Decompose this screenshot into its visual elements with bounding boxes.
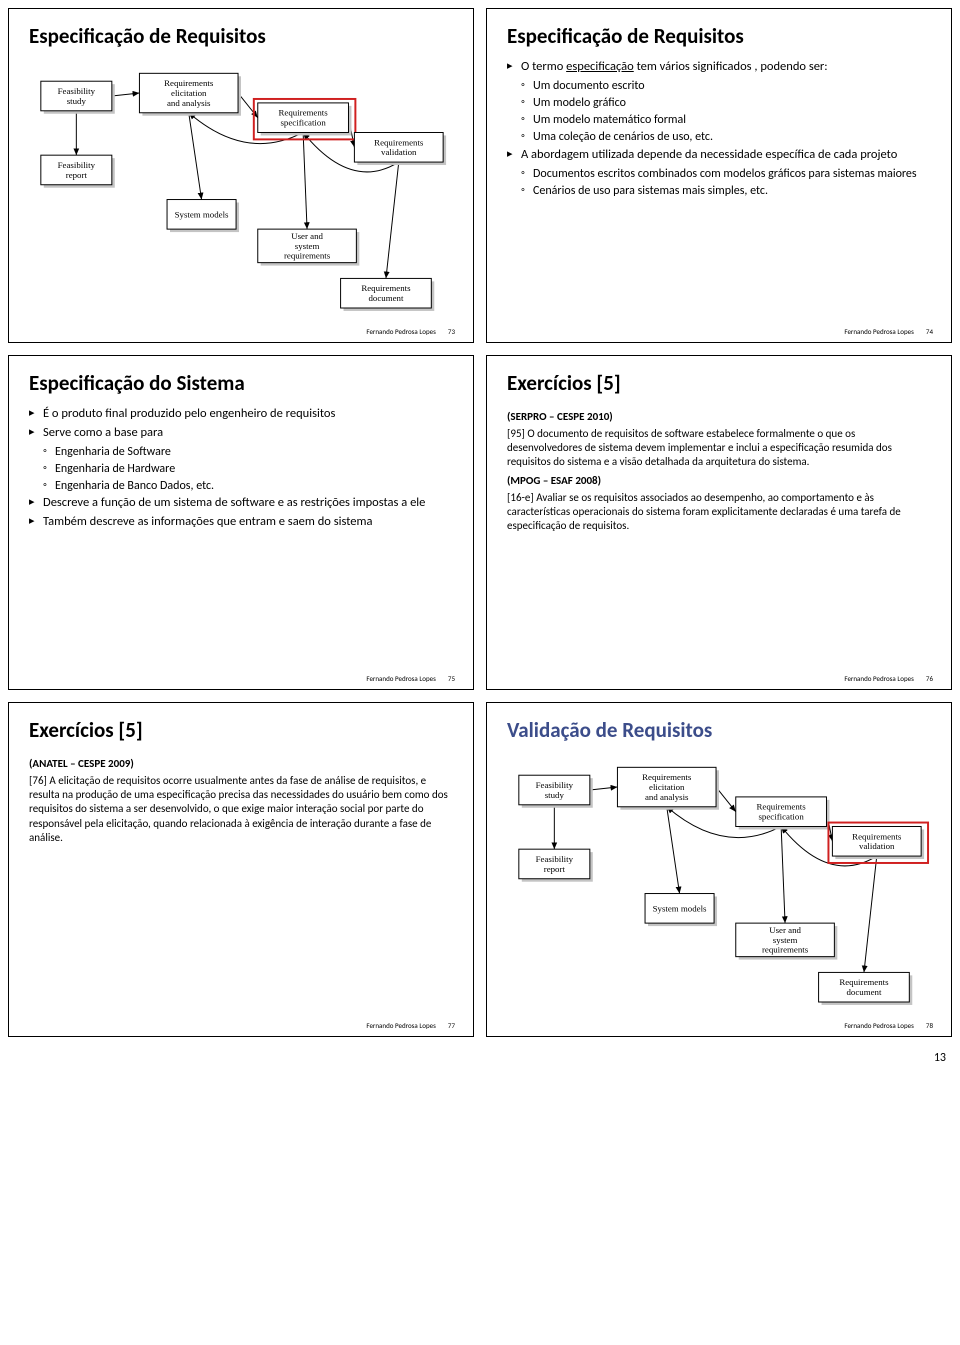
svg-text:Requirements: Requirements (852, 831, 902, 841)
svg-text:User and: User and (291, 231, 323, 241)
svg-text:study: study (67, 96, 87, 106)
exercise-source: (MPOG – ESAF 2008) (507, 474, 931, 489)
svg-text:Requirements: Requirements (839, 977, 889, 987)
slide-title: Especificação de Requisitos (29, 23, 453, 49)
slide-73: Especificação de Requisitos Feasibilitys… (8, 8, 474, 343)
svg-text:Requirements: Requirements (279, 108, 329, 118)
flowchart-svg: FeasibilitystudyRequirementselicitationa… (507, 753, 931, 1034)
svg-text:System models: System models (175, 209, 229, 219)
bullet-level-2: Uma coleção de cenários de uso, etc. (507, 129, 931, 145)
slide-footer: Fernando Pedrosa Lopes73 (366, 327, 455, 336)
slide-footer: Fernando Pedrosa Lopes74 (844, 327, 933, 336)
svg-text:System models: System models (653, 903, 707, 913)
slide-76: Exercícios [5] (SERPRO – CESPE 2010) [95]… (486, 355, 952, 690)
bullet-level-1: Serve como a base para (29, 425, 453, 442)
svg-text:system: system (773, 935, 798, 945)
slide-title: Validação de Requisitos (507, 717, 931, 743)
svg-text:requirements: requirements (762, 945, 809, 955)
svg-text:elicitation: elicitation (171, 88, 207, 98)
slide-title: Exercícios [5] (507, 370, 931, 396)
svg-text:document: document (846, 987, 881, 997)
svg-text:elicitation: elicitation (649, 782, 685, 792)
flowchart-panel: FeasibilitystudyRequirementselicitationa… (29, 59, 453, 340)
svg-text:document: document (368, 293, 403, 303)
slide-grid: Especificação de Requisitos Feasibilitys… (8, 8, 952, 1037)
exercise-question: [95] O documento de requisitos de softwa… (507, 427, 931, 470)
svg-text:User and: User and (769, 925, 801, 935)
bullet-level-1: Descreve a função de um sistema de softw… (29, 495, 453, 512)
svg-text:Requirements: Requirements (164, 78, 214, 88)
bullet-level-2: Documentos escritos combinados com model… (507, 166, 931, 182)
svg-text:Requirements: Requirements (757, 802, 807, 812)
slide-title: Especificação de Requisitos (507, 23, 931, 49)
slide-body: É o produto final produzido pelo engenhe… (29, 406, 453, 533)
svg-text:Feasibility: Feasibility (58, 160, 96, 170)
bullet-level-2: Um documento escrito (507, 78, 931, 94)
flowchart-panel: FeasibilitystudyRequirementselicitationa… (507, 753, 931, 1034)
svg-text:specification: specification (280, 118, 326, 128)
slide-74: Especificação de Requisitos O termo espe… (486, 8, 952, 343)
slide-75: Especificação do Sistema É o produto fin… (8, 355, 474, 690)
slide-footer: Fernando Pedrosa Lopes78 (844, 1021, 933, 1030)
bullet-level-2: Engenharia de Hardware (29, 461, 453, 477)
bullet-level-2: Um modelo gráfico (507, 95, 931, 111)
bullet-level-1: É o produto final produzido pelo engenhe… (29, 406, 453, 423)
svg-text:validation: validation (381, 147, 417, 157)
bullet-level-1: A abordagem utilizada depende da necessi… (507, 147, 931, 164)
svg-text:requirements: requirements (284, 251, 331, 261)
slide-body: (ANATEL – CESPE 2009) [76] A elicitação d… (29, 753, 453, 845)
bullet-level-2: Um modelo matemático formal (507, 112, 931, 128)
svg-text:and analysis: and analysis (645, 792, 689, 802)
slide-body: (SERPRO – CESPE 2010) [95] O documento de… (507, 406, 931, 533)
svg-text:Feasibility: Feasibility (58, 86, 96, 96)
svg-text:specification: specification (758, 812, 804, 822)
page-number: 13 (8, 1051, 952, 1065)
svg-text:and analysis: and analysis (167, 98, 211, 108)
svg-text:study: study (545, 790, 565, 800)
slide-body: O termo especificação tem vários signifi… (507, 59, 931, 200)
bullet-level-2: Engenharia de Banco Dados, etc. (29, 478, 453, 494)
slide-77: Exercícios [5] (ANATEL – CESPE 2009) [76]… (8, 702, 474, 1037)
svg-text:Requirements: Requirements (642, 772, 692, 782)
exercise-source: (ANATEL – CESPE 2009) (29, 757, 453, 772)
svg-text:Requirements: Requirements (374, 137, 424, 147)
bullet-level-2: Engenharia de Software (29, 444, 453, 460)
svg-text:system: system (295, 241, 320, 251)
svg-text:Requirements: Requirements (361, 283, 411, 293)
svg-text:Feasibility: Feasibility (536, 854, 574, 864)
svg-text:Feasibility: Feasibility (536, 780, 574, 790)
exercise-question: [76] A elicitação de requisitos ocorre u… (29, 774, 453, 845)
svg-text:report: report (544, 864, 566, 874)
slide-title: Especificação do Sistema (29, 370, 453, 396)
bullet-level-2: Cenários de uso para sistemas mais simpl… (507, 183, 931, 199)
bullet-level-1: Também descreve as informações que entra… (29, 514, 453, 531)
svg-text:report: report (66, 170, 88, 180)
slide-78: Validação de Requisitos Feasibilitystudy… (486, 702, 952, 1037)
exercise-question: [16-e] Avaliar se os requisitos associad… (507, 491, 931, 534)
svg-text:validation: validation (859, 841, 895, 851)
slide-footer: Fernando Pedrosa Lopes76 (844, 674, 933, 683)
slide-footer: Fernando Pedrosa Lopes77 (366, 1021, 455, 1030)
bullet-level-1: O termo especificação tem vários signifi… (507, 59, 931, 76)
flowchart-svg: FeasibilitystudyRequirementselicitationa… (29, 59, 453, 340)
slide-footer: Fernando Pedrosa Lopes75 (366, 674, 455, 683)
slide-title: Exercícios [5] (29, 717, 453, 743)
exercise-source: (SERPRO – CESPE 2010) (507, 410, 931, 425)
